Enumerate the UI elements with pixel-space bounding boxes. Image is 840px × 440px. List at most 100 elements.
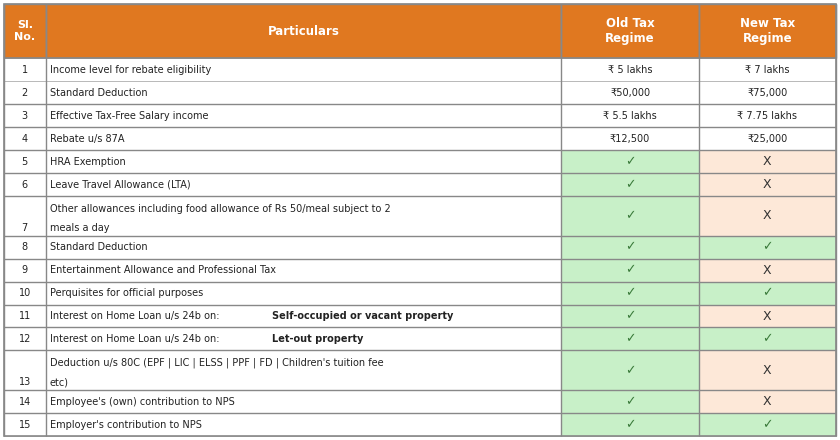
Text: New Tax
Regime: New Tax Regime — [740, 17, 795, 45]
Bar — [4, 58, 45, 81]
Text: Old Tax
Regime: Old Tax Regime — [606, 17, 655, 45]
Text: Income level for rebate eligibility: Income level for rebate eligibility — [50, 65, 211, 75]
Bar — [699, 58, 836, 81]
Bar — [699, 350, 836, 390]
Text: ✓: ✓ — [762, 418, 773, 431]
Text: Standard Deduction: Standard Deduction — [50, 88, 147, 98]
Text: ✓: ✓ — [625, 241, 635, 253]
Bar — [561, 104, 699, 127]
Text: Other allowances including food allowance of Rs 50/meal subject to 2: Other allowances including food allowanc… — [50, 204, 391, 214]
Text: ✓: ✓ — [625, 395, 635, 408]
Bar — [699, 327, 836, 350]
Bar — [4, 104, 45, 127]
Bar — [4, 350, 45, 390]
Text: ₹ 5.5 lakhs: ₹ 5.5 lakhs — [603, 110, 657, 121]
Bar — [45, 58, 561, 81]
Bar — [45, 259, 561, 282]
Bar — [4, 327, 45, 350]
Bar — [4, 236, 45, 259]
Bar — [45, 413, 561, 436]
Bar — [45, 104, 561, 127]
Text: 11: 11 — [18, 311, 31, 321]
Bar — [699, 173, 836, 196]
Text: ₹ 7 lakhs: ₹ 7 lakhs — [745, 65, 790, 75]
Bar — [561, 350, 699, 390]
Bar — [45, 350, 561, 390]
Text: Self-occupied or vacant property: Self-occupied or vacant property — [272, 311, 454, 321]
Text: etc): etc) — [50, 377, 69, 387]
Text: Let-out property: Let-out property — [272, 334, 364, 344]
Bar — [45, 327, 561, 350]
Bar — [45, 4, 561, 58]
Text: ₹ 5 lakhs: ₹ 5 lakhs — [608, 65, 653, 75]
Bar — [561, 81, 699, 104]
Text: ✓: ✓ — [625, 155, 635, 168]
Text: ✓: ✓ — [625, 333, 635, 345]
Text: 7: 7 — [22, 223, 28, 233]
Text: X: X — [763, 155, 772, 168]
Text: ₹12,500: ₹12,500 — [610, 134, 650, 143]
Text: ✓: ✓ — [625, 264, 635, 277]
Text: Particulars: Particulars — [268, 25, 339, 38]
Bar — [561, 150, 699, 173]
Text: 5: 5 — [22, 157, 28, 167]
Text: ✓: ✓ — [625, 286, 635, 300]
Bar — [699, 413, 836, 436]
Text: 2: 2 — [22, 88, 28, 98]
Bar — [45, 127, 561, 150]
Bar — [561, 259, 699, 282]
Bar — [4, 259, 45, 282]
Bar — [699, 150, 836, 173]
Text: X: X — [763, 178, 772, 191]
Text: ✓: ✓ — [762, 333, 773, 345]
Bar — [4, 4, 45, 58]
Bar — [699, 104, 836, 127]
Text: 14: 14 — [18, 396, 31, 407]
Bar — [45, 236, 561, 259]
Text: meals a day: meals a day — [50, 223, 109, 233]
Text: Employer's contribution to NPS: Employer's contribution to NPS — [50, 419, 202, 429]
Text: 8: 8 — [22, 242, 28, 252]
Text: ✓: ✓ — [625, 364, 635, 377]
Bar — [699, 390, 836, 413]
Bar — [561, 413, 699, 436]
Text: ✓: ✓ — [762, 241, 773, 253]
Text: X: X — [763, 395, 772, 408]
Bar — [561, 173, 699, 196]
Bar — [4, 304, 45, 327]
Text: X: X — [763, 264, 772, 277]
Bar — [561, 58, 699, 81]
Text: X: X — [763, 309, 772, 323]
Bar — [699, 127, 836, 150]
Bar — [561, 4, 699, 58]
Bar — [4, 173, 45, 196]
Text: X: X — [763, 209, 772, 222]
Text: Rebate u/s 87A: Rebate u/s 87A — [50, 134, 124, 143]
Text: Leave Travel Allowance (LTA): Leave Travel Allowance (LTA) — [50, 180, 190, 190]
Bar — [561, 236, 699, 259]
Bar — [699, 4, 836, 58]
Text: HRA Exemption: HRA Exemption — [50, 157, 125, 167]
Text: 9: 9 — [22, 265, 28, 275]
Text: ₹ 7.75 lakhs: ₹ 7.75 lakhs — [738, 110, 797, 121]
Text: Standard Deduction: Standard Deduction — [50, 242, 147, 252]
Bar — [4, 282, 45, 304]
Text: ₹25,000: ₹25,000 — [748, 134, 787, 143]
Bar — [4, 196, 45, 236]
Text: ✓: ✓ — [762, 286, 773, 300]
Text: Sl.
No.: Sl. No. — [14, 20, 35, 42]
Text: ₹50,000: ₹50,000 — [610, 88, 650, 98]
Bar — [4, 413, 45, 436]
Bar — [561, 390, 699, 413]
Text: 13: 13 — [18, 377, 31, 387]
Bar — [4, 390, 45, 413]
Bar — [561, 127, 699, 150]
Text: 1: 1 — [22, 65, 28, 75]
Bar — [45, 390, 561, 413]
Bar — [45, 304, 561, 327]
Bar — [45, 173, 561, 196]
Text: Effective Tax-Free Salary income: Effective Tax-Free Salary income — [50, 110, 208, 121]
Bar — [699, 304, 836, 327]
Bar — [4, 150, 45, 173]
Text: Interest on Home Loan u/s 24b on:: Interest on Home Loan u/s 24b on: — [50, 311, 223, 321]
